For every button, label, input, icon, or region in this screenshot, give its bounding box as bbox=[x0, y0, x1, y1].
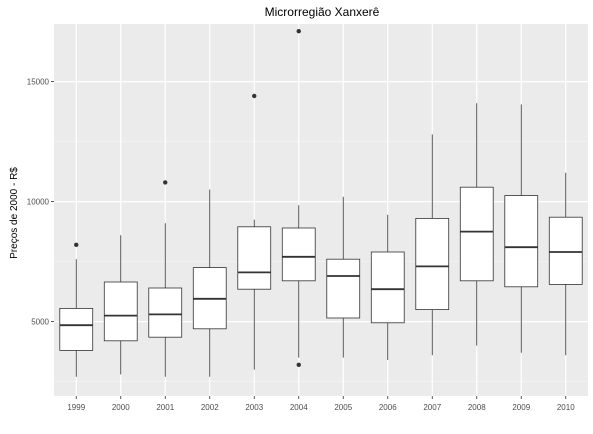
y-axis-label: Preços de 2000 - R$ bbox=[9, 167, 20, 259]
box-2009 bbox=[504, 104, 539, 353]
y-tick-label: 10000 bbox=[27, 198, 50, 207]
box-iqr bbox=[548, 216, 583, 285]
x-tick-label: 2002 bbox=[201, 403, 219, 412]
y-tick-label: 15000 bbox=[27, 78, 50, 87]
y-tick-label: 5000 bbox=[31, 318, 49, 327]
outlier-point bbox=[252, 93, 257, 99]
x-tick-label: 2010 bbox=[557, 403, 575, 412]
box-iqr bbox=[415, 217, 450, 310]
outlier-point bbox=[163, 180, 168, 185]
box-2007 bbox=[415, 134, 450, 356]
outlier-point bbox=[296, 362, 301, 367]
x-tick-label: 2007 bbox=[423, 403, 441, 412]
box-iqr bbox=[370, 251, 405, 324]
x-tick-label: 2008 bbox=[468, 403, 486, 412]
x-tick-label: 2009 bbox=[512, 403, 530, 412]
box-iqr bbox=[148, 287, 183, 338]
outlier-point bbox=[74, 242, 79, 247]
x-tick-label: 2005 bbox=[334, 403, 352, 412]
x-tick-label: 1999 bbox=[67, 403, 85, 412]
x-tick-label: 2001 bbox=[156, 403, 174, 412]
outlier-point bbox=[296, 29, 301, 34]
box-iqr bbox=[281, 227, 316, 282]
y-axis: 5000 10000 15000 bbox=[27, 78, 54, 327]
plot-panel bbox=[54, 24, 588, 396]
x-tick-label: 2000 bbox=[112, 403, 130, 412]
box-2004 bbox=[281, 29, 316, 367]
x-axis: 1999 2000 2001 2002 2003 2004 2005 2006 2007 2008… bbox=[67, 396, 575, 412]
box-2008 bbox=[459, 103, 494, 346]
box-2002 bbox=[192, 189, 227, 377]
box-2010 bbox=[548, 172, 583, 356]
box-1999 bbox=[59, 242, 94, 377]
box-2001 bbox=[148, 180, 183, 377]
chart-title: Microrregião Xanxerê bbox=[265, 5, 380, 19]
box-2000 bbox=[103, 235, 138, 375]
box-2006 bbox=[370, 214, 405, 360]
x-tick-label: 2003 bbox=[245, 403, 263, 412]
box-iqr bbox=[326, 258, 361, 319]
box-iqr bbox=[59, 307, 94, 351]
x-tick-label: 2004 bbox=[290, 403, 308, 412]
boxes bbox=[59, 29, 583, 377]
box-iqr bbox=[504, 195, 539, 288]
box-2005 bbox=[326, 196, 361, 358]
box-iqr bbox=[237, 226, 272, 290]
box-iqr bbox=[459, 186, 494, 282]
box-2003 bbox=[237, 93, 272, 370]
x-tick-label: 2006 bbox=[379, 403, 397, 412]
box-iqr bbox=[103, 281, 138, 342]
